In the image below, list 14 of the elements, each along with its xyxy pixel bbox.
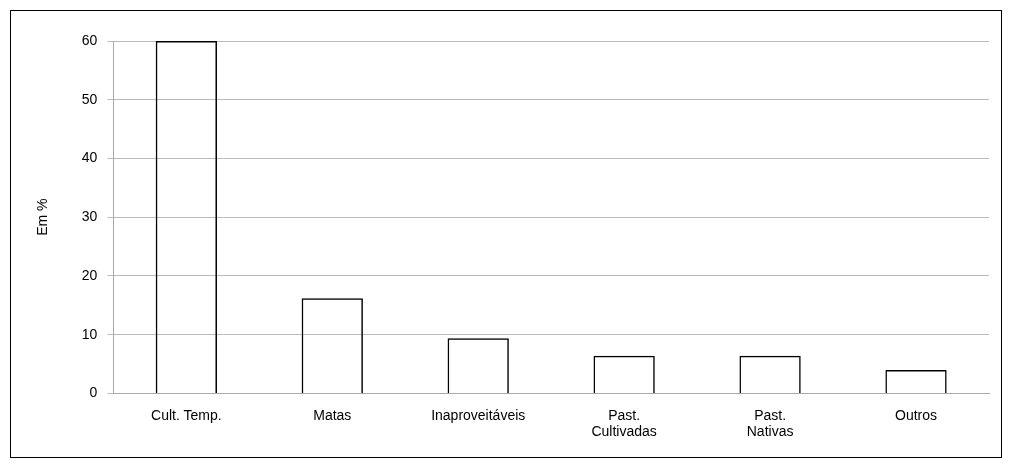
y-axis-title: Em % (34, 198, 51, 236)
y-tick-label: 30 (81, 208, 98, 225)
y-tick-label: 50 (81, 90, 98, 107)
x-tick-label: Past. Cultivadas (591, 406, 657, 440)
y-tick-label: 20 (81, 266, 98, 283)
y-tick-label: 40 (81, 149, 98, 166)
x-tick-label: Cult. Temp. (151, 406, 222, 423)
x-tick-label: Matas (313, 406, 352, 423)
x-tick-label: Past. Nativas (746, 406, 794, 440)
x-tick-label: Outros (895, 406, 938, 423)
x-tick-label: Inaproveitáveis (431, 406, 526, 423)
y-tick-label: 60 (81, 31, 98, 48)
y-tick-label: 0 (89, 384, 98, 401)
y-tick-label: 10 (81, 325, 98, 342)
